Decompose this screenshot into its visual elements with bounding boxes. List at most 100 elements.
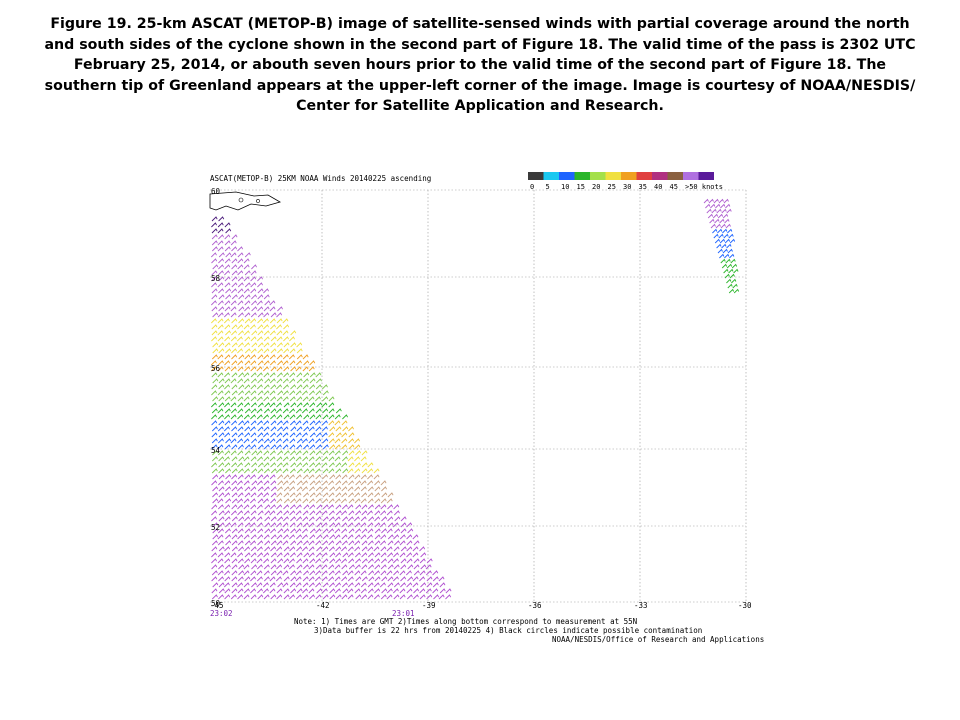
wind-barb <box>231 588 238 594</box>
wind-barb <box>224 282 231 288</box>
wind-barb <box>225 534 231 540</box>
wind-barb <box>250 474 256 480</box>
wind-barb <box>368 564 374 570</box>
wind-barb <box>243 420 250 426</box>
wind-barb <box>270 408 277 414</box>
wind-barb <box>224 222 231 228</box>
wind-barb <box>341 510 347 516</box>
wind-barb <box>381 492 388 498</box>
wind-barb <box>251 450 258 456</box>
wind-barb <box>231 318 238 324</box>
wind-barb <box>334 420 341 426</box>
wind-barb <box>237 312 244 318</box>
wind-barb <box>354 552 361 558</box>
wind-barb <box>381 516 388 522</box>
wind-barb <box>720 203 726 209</box>
wind-barb <box>308 426 315 432</box>
wind-barb <box>341 564 348 570</box>
wind-barb <box>334 576 341 582</box>
wind-barb <box>354 438 360 444</box>
wind-barb <box>223 312 230 318</box>
wind-barb <box>290 426 297 432</box>
wind-barb <box>328 504 334 510</box>
wind-barb <box>309 444 316 450</box>
wind-barb <box>342 450 349 456</box>
wind-barb <box>360 456 367 462</box>
wind-barb <box>295 456 302 462</box>
wind-barb <box>243 456 250 462</box>
wind-barb <box>218 546 225 552</box>
wind-barb <box>342 570 349 576</box>
wind-barb <box>276 414 283 420</box>
wind-barb <box>243 534 250 540</box>
wind-barb <box>367 594 374 600</box>
wind-barb <box>237 360 244 366</box>
wind-barb <box>380 570 387 576</box>
wind-barb <box>244 432 251 438</box>
wind-barb <box>295 474 302 480</box>
wind-barb <box>237 282 244 288</box>
wind-barb <box>212 342 219 348</box>
wind-barb <box>334 528 341 534</box>
wind-barb <box>212 534 219 540</box>
wind-barb <box>322 534 329 540</box>
wind-barb <box>321 462 328 468</box>
wind-barb <box>276 462 283 468</box>
wind-barb <box>218 462 225 468</box>
wind-barb <box>309 528 316 534</box>
wind-barb <box>210 300 217 306</box>
wind-barb <box>237 588 244 594</box>
wind-barb <box>386 570 393 576</box>
wind-barb <box>230 366 237 372</box>
wind-barb <box>341 540 348 546</box>
wind-barb <box>263 336 270 342</box>
wind-barb <box>211 330 218 336</box>
wind-barb <box>211 480 218 486</box>
wind-barb <box>413 564 420 570</box>
wind-barb <box>231 570 238 576</box>
wind-barb <box>250 558 257 564</box>
wind-barb <box>328 582 335 588</box>
wind-barb <box>256 414 263 420</box>
wind-barb <box>257 498 264 504</box>
wind-barb <box>725 223 731 229</box>
wind-barb <box>321 432 328 438</box>
wind-barb <box>413 570 420 576</box>
wind-barb <box>257 378 264 384</box>
wind-barb <box>289 546 296 552</box>
wind-barb <box>406 546 413 552</box>
wind-barb <box>393 504 400 510</box>
wind-barb <box>328 414 335 420</box>
wind-barb <box>218 420 225 426</box>
wind-barb <box>322 414 329 420</box>
wind-barb <box>264 516 271 522</box>
wind-barb <box>231 390 238 396</box>
lat-label: 52 <box>211 523 220 532</box>
wind-barb <box>218 576 224 582</box>
wind-barb <box>295 504 302 510</box>
wind-barb <box>237 528 244 534</box>
wind-barb <box>394 528 401 534</box>
wind-barb <box>329 444 336 450</box>
wind-barb <box>717 248 723 254</box>
wind-barb <box>250 516 256 522</box>
wind-barb <box>250 348 257 354</box>
wind-barb <box>367 474 373 480</box>
wind-barb <box>230 510 237 516</box>
wind-barb <box>277 582 284 588</box>
wind-barb <box>270 348 277 354</box>
wind-barb <box>237 576 244 582</box>
wind-barb <box>244 552 251 558</box>
wind-barb <box>426 558 433 564</box>
wind-barb <box>249 324 256 330</box>
wind-barb <box>425 588 432 594</box>
wind-barb <box>230 414 237 420</box>
wind-barb <box>270 342 277 348</box>
wind-barb <box>282 438 289 444</box>
wind-barb <box>275 468 282 474</box>
wind-barb <box>399 534 406 540</box>
wind-barb <box>289 348 296 354</box>
wind-barb <box>374 516 381 522</box>
wind-barb <box>244 348 251 354</box>
